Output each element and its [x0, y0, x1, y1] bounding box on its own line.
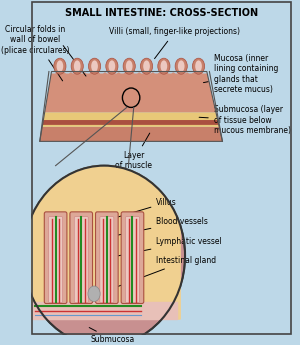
Text: Lymphatic vessel: Lymphatic vessel — [111, 237, 222, 257]
FancyBboxPatch shape — [70, 212, 92, 304]
Ellipse shape — [192, 58, 205, 74]
Text: Blood vessels: Blood vessels — [114, 217, 208, 236]
Ellipse shape — [56, 60, 63, 72]
FancyBboxPatch shape — [95, 212, 118, 304]
Text: Intestinal gland: Intestinal gland — [101, 256, 217, 293]
Ellipse shape — [123, 58, 135, 74]
Polygon shape — [40, 127, 223, 141]
Text: Submucosa (layer
of tissue below
mucous membrane): Submucosa (layer of tissue below mucous … — [199, 106, 291, 135]
Text: Circular folds in
wall of bowel
(plicae circulares): Circular folds in wall of bowel (plicae … — [1, 25, 70, 81]
Text: Layer
of muscle: Layer of muscle — [115, 133, 152, 170]
Polygon shape — [45, 73, 216, 112]
Ellipse shape — [71, 58, 83, 74]
Ellipse shape — [88, 58, 101, 74]
Circle shape — [23, 166, 185, 345]
Ellipse shape — [158, 58, 170, 74]
FancyBboxPatch shape — [125, 217, 140, 303]
Ellipse shape — [88, 286, 100, 302]
Text: Villus: Villus — [114, 198, 177, 218]
Text: Mucosa (inner
lining containing
glands that
secrete mucus): Mucosa (inner lining containing glands t… — [203, 54, 278, 94]
FancyBboxPatch shape — [121, 212, 144, 304]
Text: Submucosa: Submucosa — [89, 327, 135, 344]
Ellipse shape — [175, 58, 187, 74]
Ellipse shape — [126, 60, 133, 72]
Ellipse shape — [91, 60, 98, 72]
FancyBboxPatch shape — [100, 217, 114, 303]
Ellipse shape — [109, 60, 115, 72]
Text: SMALL INTESTINE: CROSS-SECTION: SMALL INTESTINE: CROSS-SECTION — [65, 9, 258, 18]
FancyBboxPatch shape — [74, 217, 88, 303]
Ellipse shape — [195, 60, 202, 72]
Ellipse shape — [74, 60, 81, 72]
Polygon shape — [43, 120, 219, 125]
FancyBboxPatch shape — [49, 217, 63, 303]
FancyBboxPatch shape — [44, 212, 67, 304]
Ellipse shape — [143, 60, 150, 72]
Polygon shape — [28, 166, 180, 319]
Ellipse shape — [140, 58, 153, 74]
Ellipse shape — [178, 60, 184, 72]
Text: Villi (small, finger-like projections): Villi (small, finger-like projections) — [110, 27, 240, 59]
Ellipse shape — [106, 58, 118, 74]
Polygon shape — [42, 112, 219, 127]
Ellipse shape — [54, 58, 66, 74]
Ellipse shape — [160, 60, 167, 72]
